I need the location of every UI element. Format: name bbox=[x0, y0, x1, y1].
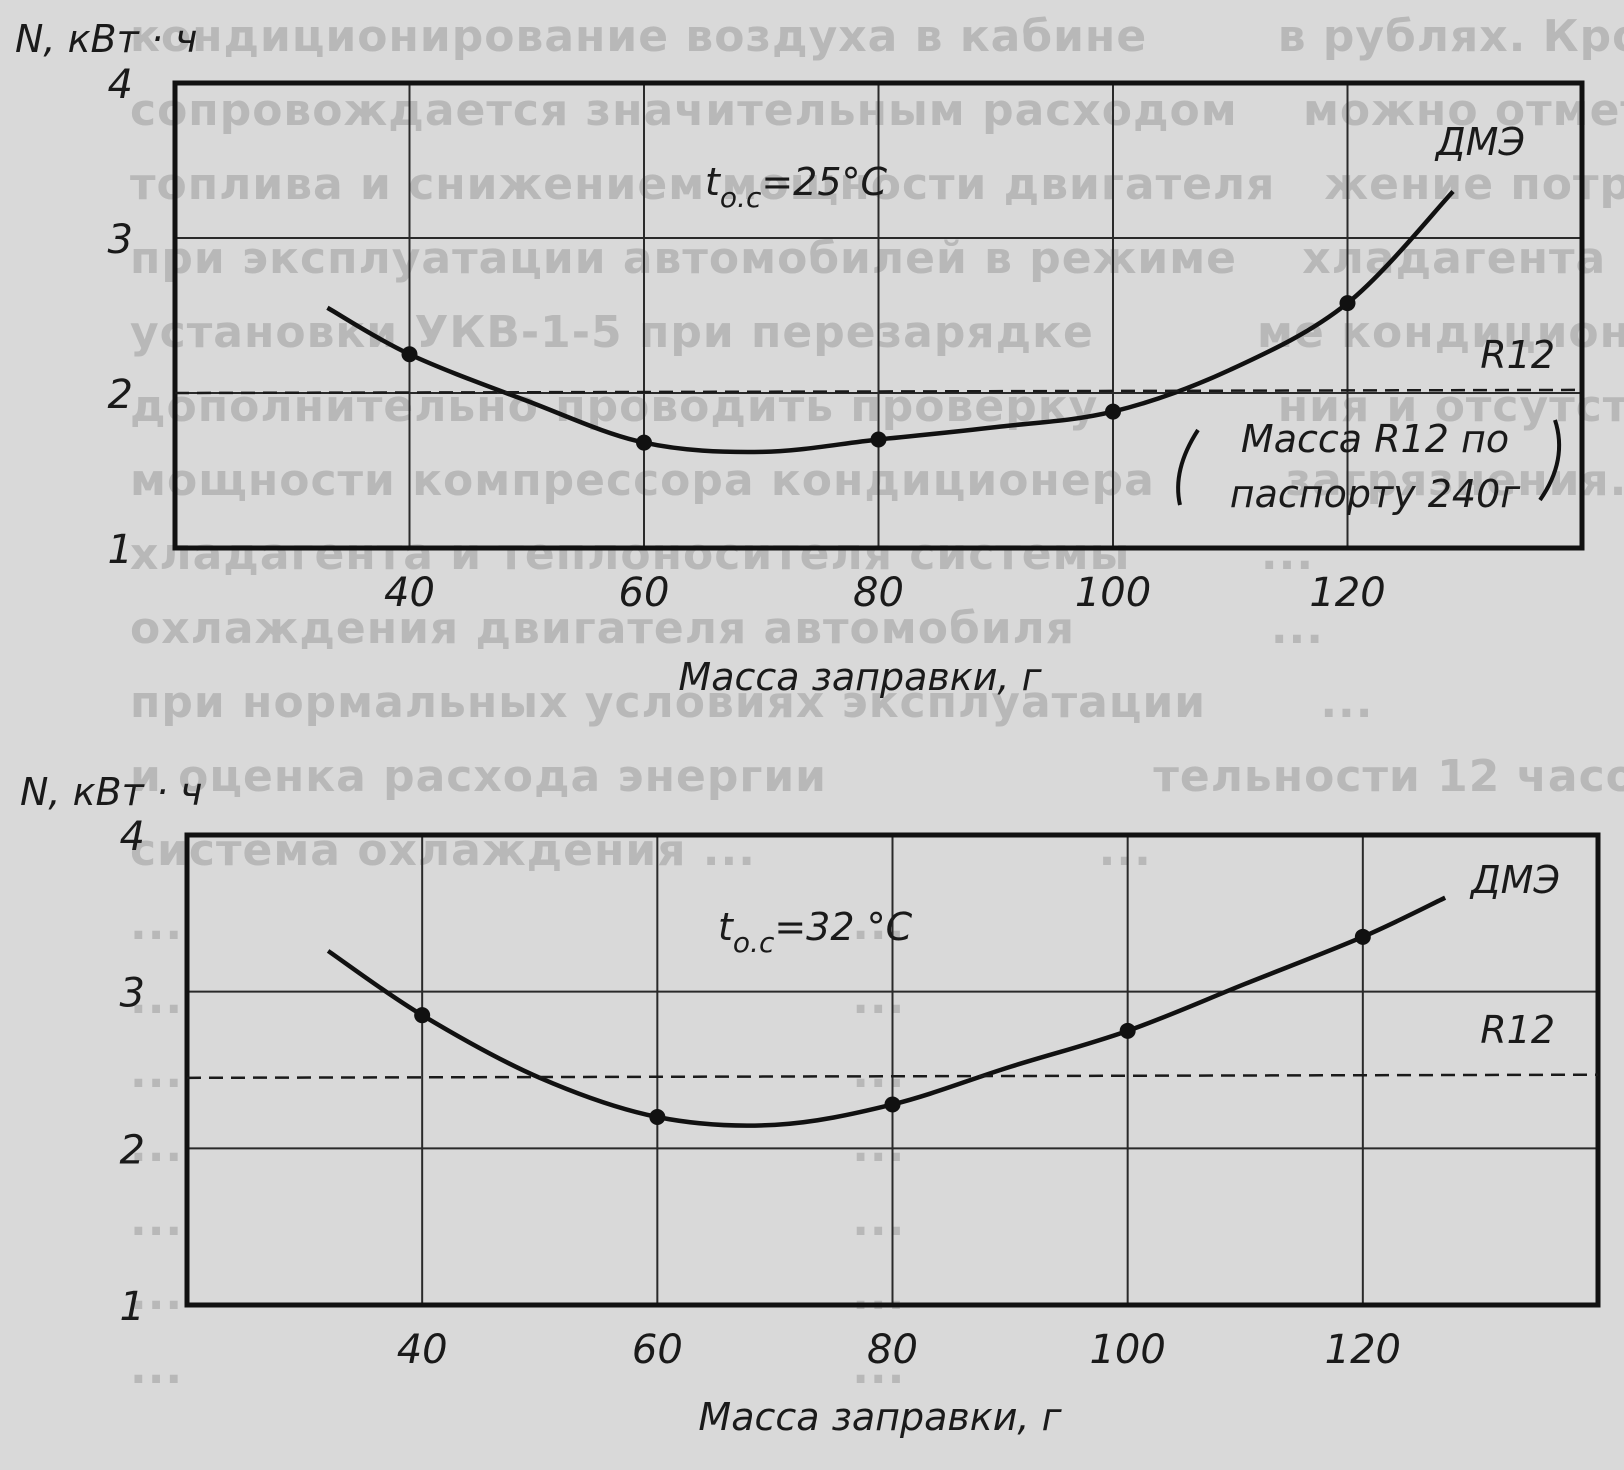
x-tick-label: 80 bbox=[867, 1327, 918, 1373]
plot-frame bbox=[172, 80, 1585, 551]
y-axis-label: N, кВт · ч bbox=[20, 770, 202, 814]
x-tick-label: 100 bbox=[1075, 570, 1151, 616]
plot-frame bbox=[184, 832, 1601, 1308]
chart-bottom: 40 60 80 100 120 1 2 3 4N, кВт · ч Масса заправки… bbox=[20, 770, 1601, 1439]
x-tick-label: 80 bbox=[853, 570, 904, 616]
r12-series-label: R12 bbox=[1480, 1008, 1555, 1052]
y-tick-label: 1 bbox=[108, 527, 133, 573]
dme-data-point bbox=[414, 1007, 431, 1024]
annotation-left-paren bbox=[1176, 428, 1200, 506]
dme-series-label: ДМЭ bbox=[1434, 120, 1525, 164]
dme-data-point bbox=[1119, 1022, 1136, 1039]
y-tick-label: 2 bbox=[108, 372, 133, 418]
y-tick-label: 4 bbox=[120, 814, 145, 860]
dme-data-point bbox=[401, 346, 418, 363]
r12-series-line bbox=[174, 388, 1583, 395]
x-tick-label: 120 bbox=[1309, 570, 1385, 616]
dme-data-point bbox=[649, 1109, 666, 1125]
x-tick-label: 60 bbox=[632, 1327, 683, 1373]
annotation-right-paren bbox=[1538, 419, 1562, 502]
temperature-label: tо.с=25°C bbox=[705, 160, 888, 214]
r12-series-label: R12 bbox=[1480, 333, 1555, 377]
annotation-text-line: паспорту 240г bbox=[1230, 472, 1521, 516]
x-tick-label: 40 bbox=[384, 570, 435, 616]
dme-series-label: ДМЭ bbox=[1469, 858, 1560, 902]
x-tick-label: 60 bbox=[619, 570, 670, 616]
x-axis-label: Масса заправки, г bbox=[698, 1395, 1062, 1439]
dme-data-point bbox=[1105, 403, 1121, 420]
y-tick-label: 4 bbox=[108, 62, 133, 108]
dme-data-point bbox=[1339, 295, 1356, 312]
y-axis-label: N, кВт · ч bbox=[15, 17, 197, 61]
dme-data-point bbox=[636, 434, 652, 451]
dme-data-point bbox=[884, 1096, 901, 1113]
dme-data-point bbox=[1354, 928, 1371, 945]
y-tick-label: 3 bbox=[108, 217, 133, 263]
chart-top: 40 60 80 100 120 1 2 3 4N, кВт · ч Масса заправки… bbox=[15, 17, 1585, 699]
y-tick-label: 2 bbox=[120, 1127, 145, 1173]
y-tick-label: 3 bbox=[120, 971, 145, 1017]
temperature-label: tо.с=32 °C bbox=[718, 905, 913, 959]
dme-series-line bbox=[326, 189, 1455, 455]
annotation-text-line: Масса R12 по bbox=[1241, 417, 1509, 461]
x-axis-label: Масса заправки, г bbox=[678, 655, 1042, 699]
x-tick-label: 120 bbox=[1325, 1327, 1401, 1373]
x-tick-label: 40 bbox=[397, 1327, 448, 1373]
dme-data-point bbox=[870, 431, 887, 448]
x-tick-label: 100 bbox=[1089, 1327, 1165, 1373]
r12-series-line bbox=[186, 1073, 1599, 1080]
y-tick-label: 1 bbox=[120, 1284, 145, 1330]
